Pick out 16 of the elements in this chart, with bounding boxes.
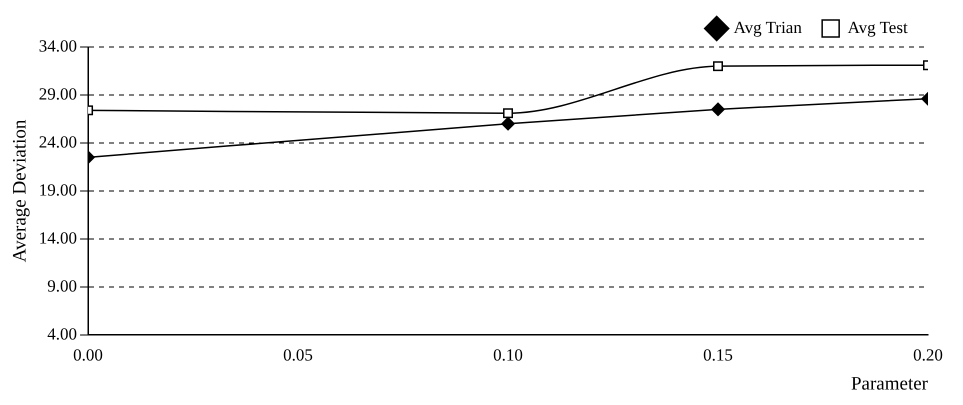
y-tick-label: 14.00	[38, 228, 78, 248]
x-tick-label: 0.10	[493, 345, 523, 364]
x-axis-title: Parameter	[850, 374, 929, 395]
legend-label: Avg Trian	[734, 18, 802, 37]
y-tick-label: 9.00	[47, 276, 78, 296]
y-tick-label: 4.00	[47, 324, 78, 344]
y-tick-label: 24.00	[38, 132, 78, 152]
x-tick-label: 0.00	[73, 345, 103, 364]
y-axis-title: Average Deviation	[9, 119, 30, 262]
y-tick-label: 29.00	[38, 84, 78, 104]
y-tick-label: 19.00	[38, 180, 78, 200]
legend-label: Avg Test	[848, 18, 908, 37]
y-tick-label: 34.00	[38, 36, 78, 56]
x-tick-label: 0.20	[913, 345, 943, 364]
x-tick-label: 0.05	[283, 345, 313, 364]
x-tick-label: 0.15	[703, 345, 733, 364]
